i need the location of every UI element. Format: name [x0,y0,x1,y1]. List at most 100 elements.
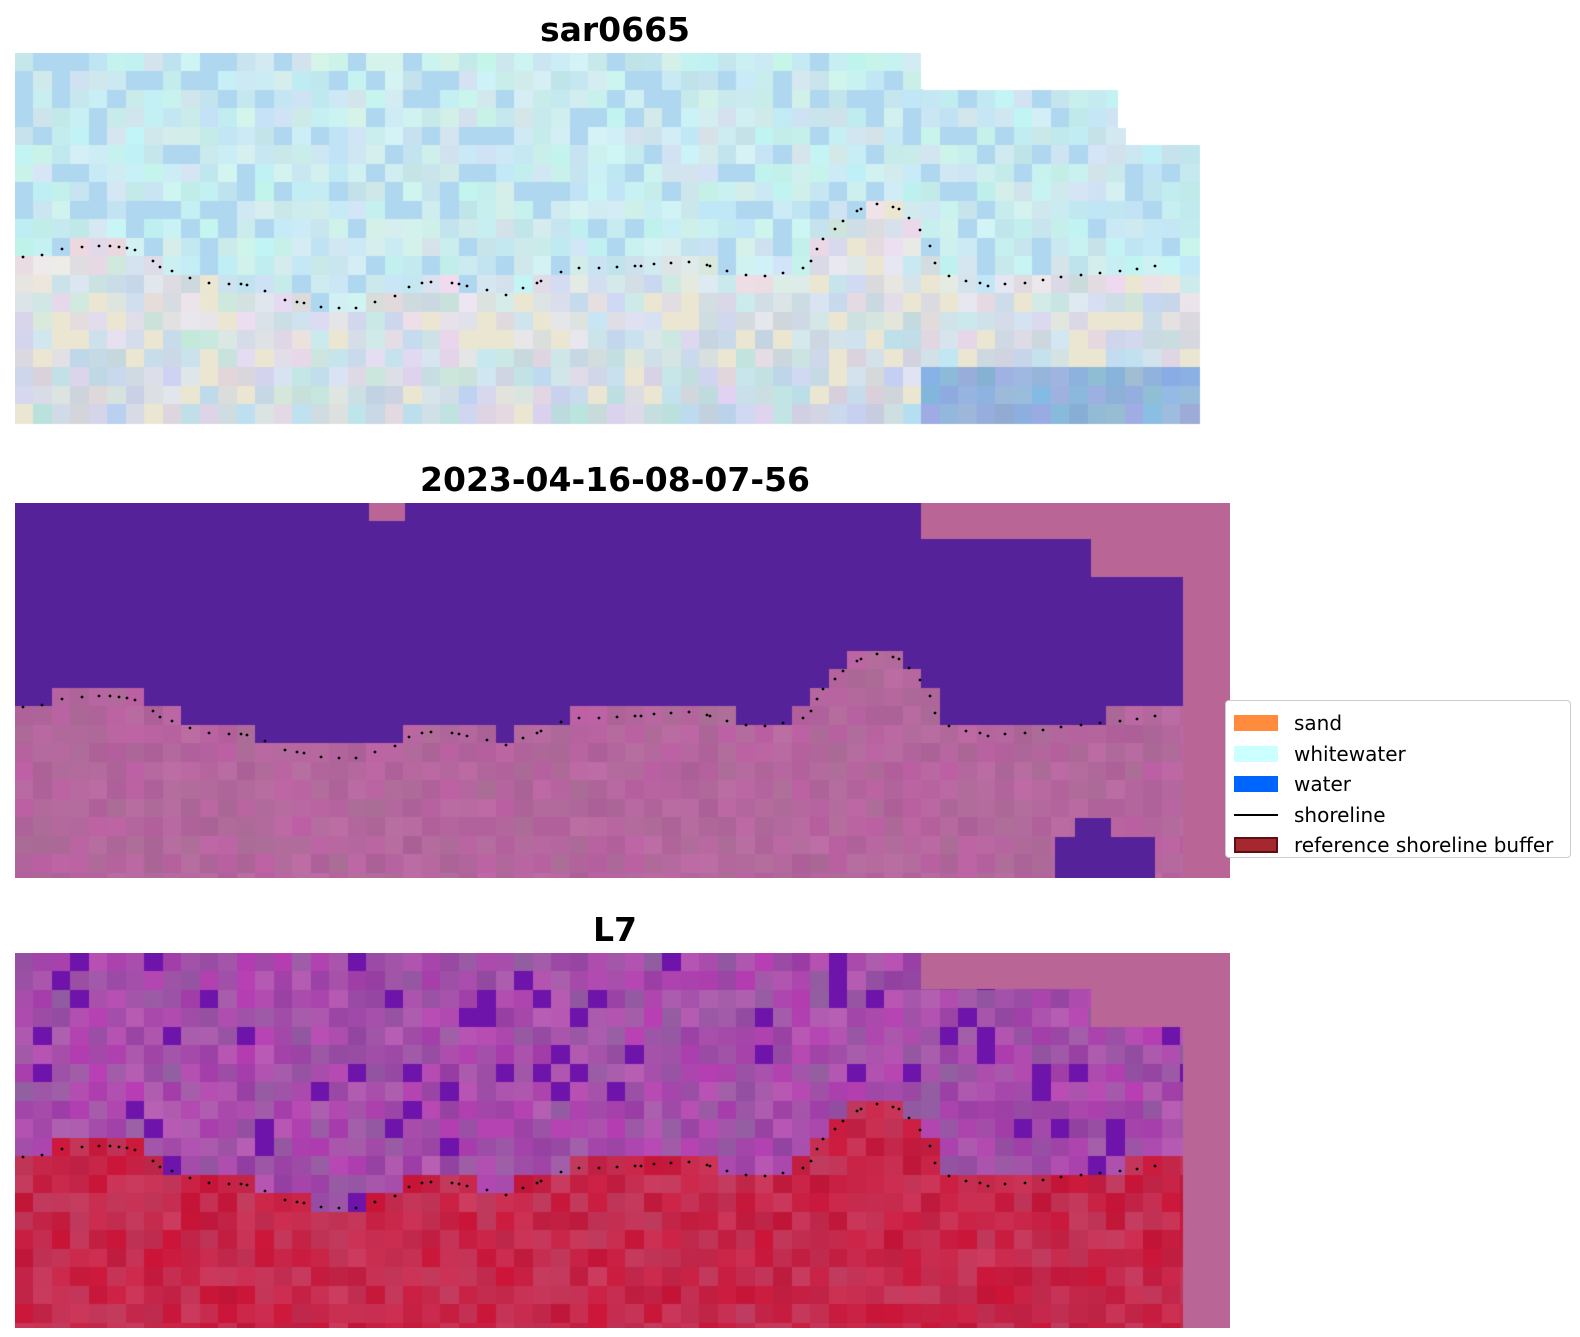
shoreline-point [978,731,982,735]
shoreline-point [907,1116,911,1120]
shoreline-point [708,714,712,718]
legend-label: shoreline [1294,802,1386,827]
shoreline-point [239,732,243,736]
shoreline-point [420,281,424,285]
shoreline-point [725,719,729,723]
shoreline-point [393,744,397,748]
shoreline-point [1135,717,1139,721]
shoreline-point [907,666,911,670]
shoreline-point [781,271,785,275]
shoreline-point [158,265,162,269]
shoreline-point [1098,1171,1102,1175]
shoreline-point [891,205,895,209]
shoreline-point [60,247,64,251]
shoreline-point [577,1166,581,1170]
shoreline-point [633,714,637,718]
shoreline-point [485,1188,489,1192]
shoreline-point [245,733,249,737]
shoreline-point [504,743,508,747]
shoreline-point [809,259,813,263]
reference-buffer-swatch [1234,837,1278,854]
shoreline-point [615,1165,619,1169]
shoreline-overlay [21,202,1157,310]
shoreline-point [708,1164,712,1168]
shoreline-point [986,1184,990,1188]
shoreline-point [319,1205,323,1209]
shoreline-point [891,1105,895,1109]
shoreline-point [855,1109,859,1113]
shoreline-point [151,709,155,713]
shoreline-point [947,1174,951,1178]
shoreline-point [521,1186,525,1190]
shoreline-point [80,695,84,699]
shoreline-point [947,724,951,728]
shoreline-point [1041,728,1045,732]
shoreline-point [809,709,813,713]
shoreline-point [841,1119,845,1123]
shoreline-point [1153,264,1157,268]
legend-item-sand: sand [1234,708,1562,739]
shoreline-point [40,253,44,257]
shoreline-point [450,731,454,735]
shoreline-point [337,1206,341,1210]
shoreline-point [1023,731,1027,735]
shoreline-point [227,732,231,736]
shoreline-point [539,729,543,733]
shoreline-point [725,269,729,273]
shoreline-point [933,261,937,265]
shoreline-point [705,713,709,717]
shoreline-point [80,1145,84,1149]
shoreline-point [239,1182,243,1186]
shoreline-point [485,288,489,292]
shoreline-point [577,716,581,720]
shoreline-point [188,726,192,730]
shoreline-point [158,715,162,719]
shoreline-point [373,300,377,304]
shoreline-point [763,274,767,278]
shoreline-point [1059,725,1063,729]
legend-label: whitewater [1294,741,1406,766]
shoreline-point [815,697,819,701]
legend-item-reference-buffer: reference shoreline buffer [1234,830,1562,861]
shoreline-overlay [21,652,1157,760]
shoreline-point [283,298,287,302]
shoreline-point [744,723,748,727]
shoreline-point [283,748,287,752]
shoreline-point [597,266,601,270]
shoreline-point [450,281,454,285]
shoreline-point [40,1153,44,1157]
shoreline-point [763,724,767,728]
shoreline-point [1079,1173,1083,1177]
shoreline-point [781,1171,785,1175]
shoreline-point [227,1182,231,1186]
shoreline-point [1059,275,1063,279]
shoreline-point [393,294,397,298]
shoreline-point [457,282,461,286]
shoreline-point [577,266,581,270]
rgb-satellite-image [15,53,1201,428]
shoreline-point [669,1161,673,1165]
shoreline-point [875,1102,879,1106]
shoreline-point [504,1193,508,1197]
shoreline-point [319,755,323,759]
shoreline-point [263,739,267,743]
classified-image-panel [15,503,1230,878]
shoreline-point [1003,282,1007,286]
shoreline-point [705,1163,709,1167]
shoreline-point [407,285,411,289]
shoreline-point [21,1155,25,1159]
shoreline-point [170,1169,174,1173]
shoreline-point [539,1179,543,1183]
water-swatch [1234,776,1278,793]
shoreline-point [108,1144,112,1148]
shoreline-point [354,306,358,310]
shoreline-point [245,283,249,287]
shoreline-point [652,1162,656,1166]
shoreline-point [1041,278,1045,282]
shoreline-point [117,245,121,249]
shoreline-point [1003,1182,1007,1186]
shoreline-point [841,219,845,223]
shoreline-point [978,1181,982,1185]
shoreline-point [833,227,837,231]
shoreline-point [170,269,174,273]
